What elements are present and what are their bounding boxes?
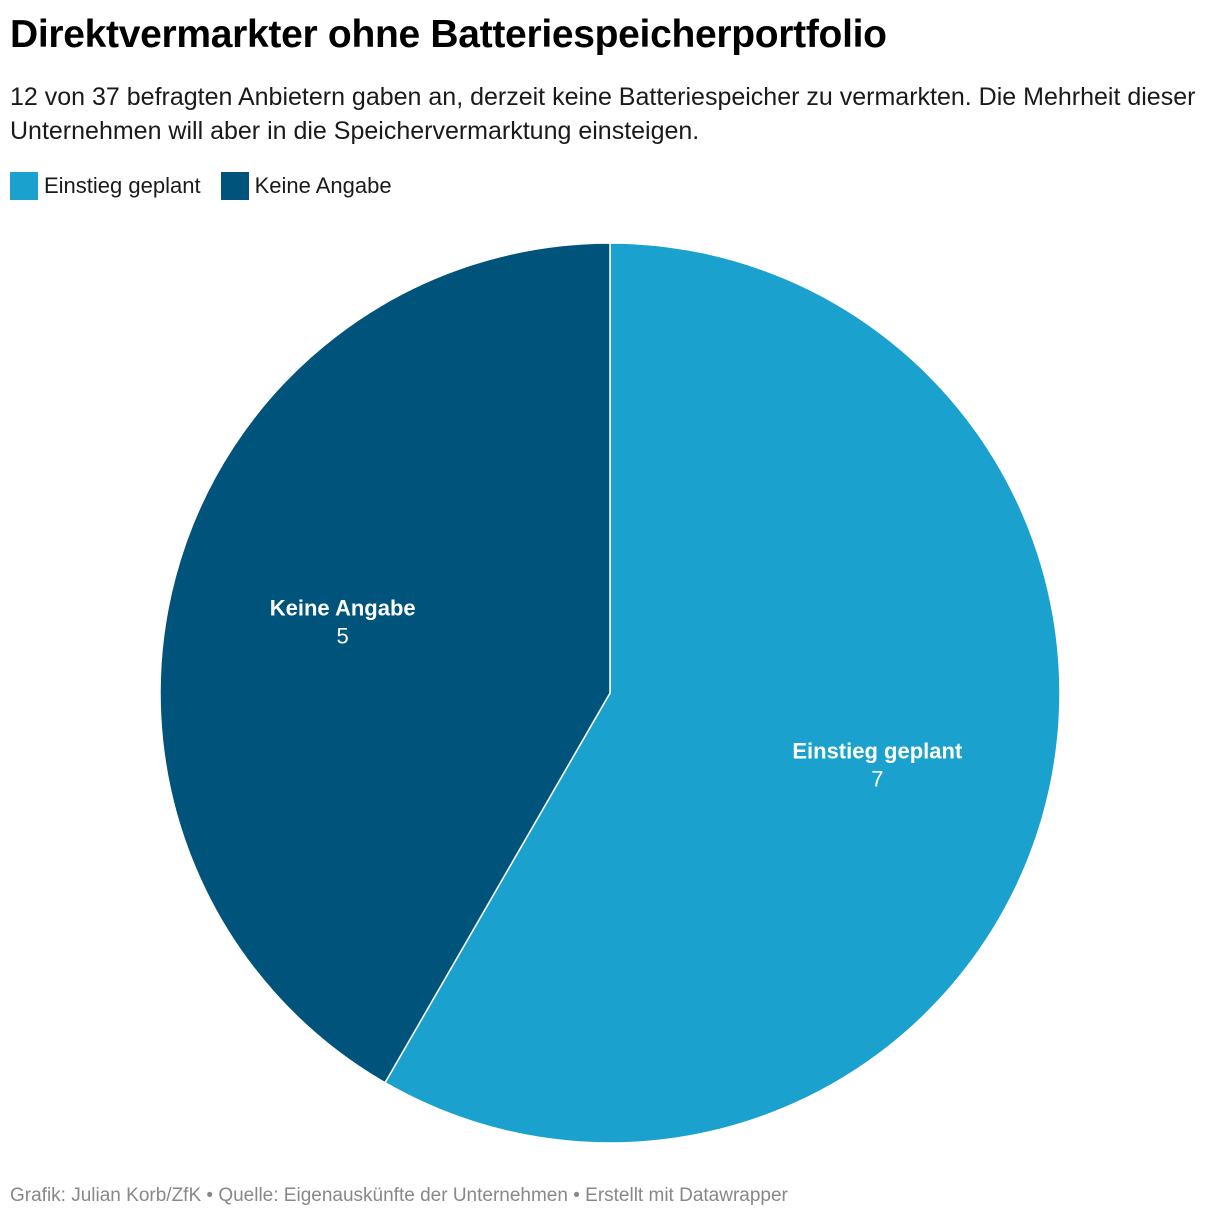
legend: Einstieg geplant Keine Angabe [10,172,412,200]
legend-swatch-einstieg-geplant [10,172,38,200]
legend-swatch-keine-angabe [220,172,249,200]
legend-item-einstieg-geplant: Einstieg geplant [10,172,201,200]
legend-label-keine-angabe: Keine Angabe [254,173,392,198]
chart-title: Direktvermarkter ohne Batteriespeicherpo… [10,13,887,56]
slice-label-keine-angabe: Keine Angabe [270,595,416,620]
footer-credit: Grafik: Julian Korb/ZfK • Quelle: Eigena… [10,1185,788,1206]
slice-value-keine-angabe: 5 [337,623,349,648]
pie-slice-keine-angabe [159,242,611,1084]
pie-slice-einstieg-geplant [383,242,1061,1144]
legend-label-einstieg-geplant: Einstieg geplant [44,173,201,198]
legend-item-keine-angabe: Keine Angabe [220,172,392,200]
chart-subtitle: 12 von 37 befragten Anbietern gaben an, … [10,83,1196,145]
slice-value-einstieg-geplant: 7 [871,767,883,792]
slice-label-einstieg-geplant: Einstieg geplant [792,739,963,764]
